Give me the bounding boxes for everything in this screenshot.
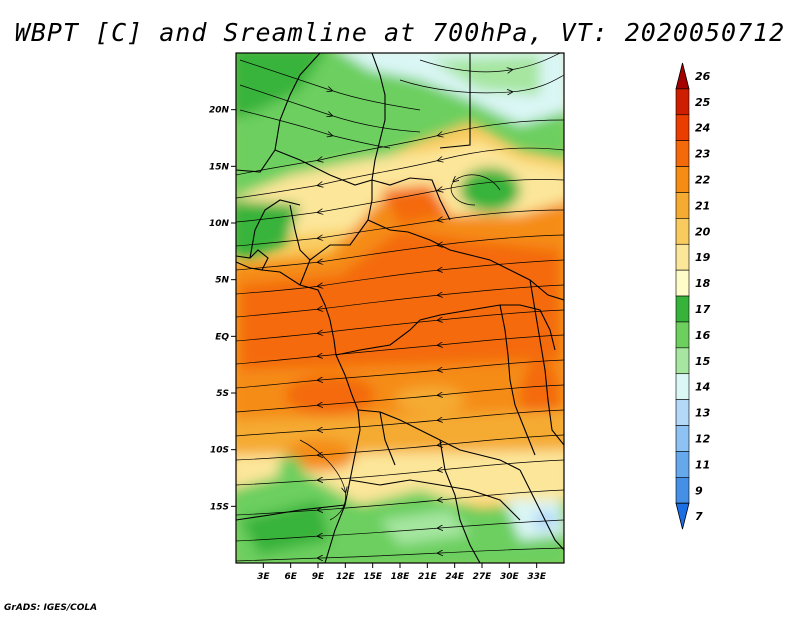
lon-tick-label: 3E xyxy=(257,572,270,582)
lat-tick-label: 10N xyxy=(209,219,230,229)
colorbar-swatch xyxy=(675,140,690,167)
colorbar-level-label: 12 xyxy=(695,432,711,445)
lat-tick-label: 15S xyxy=(210,502,229,512)
lon-tick-label: 33E xyxy=(527,572,547,582)
chart-title: WBPT [C] and Sreamline at 700hPa, VT: 20… xyxy=(14,18,786,47)
lat-tick-label: 15N xyxy=(209,162,230,172)
lon-tick-label: 27E xyxy=(473,572,493,582)
colorbar-level-label: 17 xyxy=(695,303,711,316)
colorbar-level-label: 23 xyxy=(695,148,711,161)
lon-tick-label: 24E xyxy=(445,572,465,582)
colorbar-swatch xyxy=(675,114,690,141)
lat-tick-label: 5N xyxy=(215,276,229,286)
colorbar-level-label: 18 xyxy=(695,277,711,290)
colorbar-swatch xyxy=(675,192,690,219)
lat-tick-label: 5S xyxy=(216,389,229,399)
colorbar-level-label: 16 xyxy=(695,329,711,342)
colorbar-swatch xyxy=(675,425,690,452)
colorbar-level-label: 14 xyxy=(695,381,710,394)
colorbar-level-label: 21 xyxy=(695,199,710,212)
colorbar-swatch xyxy=(675,399,690,426)
colorbar-swatch xyxy=(675,88,690,116)
lon-tick-label: 6E xyxy=(284,572,297,582)
colorbar-level-label: 7 xyxy=(695,510,703,523)
colorbar-swatch xyxy=(675,269,690,297)
lon-tick-label: 15E xyxy=(363,572,383,582)
streamlines xyxy=(236,53,564,562)
grads-credit: GrADS: IGES/COLA xyxy=(4,603,98,613)
colorbar-swatch xyxy=(675,243,690,271)
colorbar-level-label: 22 xyxy=(695,174,711,187)
wbpt-shaded-field xyxy=(236,53,564,563)
colorbar-top-arrow xyxy=(675,62,690,90)
lat-tick-label: 10S xyxy=(210,446,229,456)
colorbar-level-label: 13 xyxy=(695,407,711,420)
lon-tick-label: 18E xyxy=(391,572,411,582)
colorbar-swatch xyxy=(675,321,690,349)
colorbar-level-label: 24 xyxy=(695,122,710,135)
colorbar-level-label: 11 xyxy=(695,458,710,471)
colorbar-level-label: 26 xyxy=(695,70,711,83)
colorbar-swatch xyxy=(675,295,690,323)
colorbar-swatch xyxy=(675,166,690,193)
colorbar-level-label: 15 xyxy=(695,355,711,368)
colorbar-level-label: 25 xyxy=(695,96,711,109)
colorbar-level-label: 9 xyxy=(695,484,703,497)
lon-tick-label: 21E xyxy=(418,572,438,582)
lon-tick-label: 9E xyxy=(312,572,325,582)
colorbar-bottom-arrow xyxy=(675,502,690,530)
colorbar-level-label: 19 xyxy=(695,251,711,264)
colorbar-swatch xyxy=(675,218,690,245)
colorbar-swatch xyxy=(675,477,690,504)
country-boundaries xyxy=(236,53,564,563)
colorbar-swatch xyxy=(675,451,690,478)
lon-tick-label: 12E xyxy=(336,572,356,582)
colorbar-level-label: 20 xyxy=(695,225,711,238)
colorbar-swatch xyxy=(675,347,690,375)
lon-tick-label: 30E xyxy=(500,572,520,582)
colorbar-swatch xyxy=(675,373,690,400)
lat-tick-label: EQ xyxy=(215,332,229,342)
lat-tick-label: 20N xyxy=(209,106,230,116)
